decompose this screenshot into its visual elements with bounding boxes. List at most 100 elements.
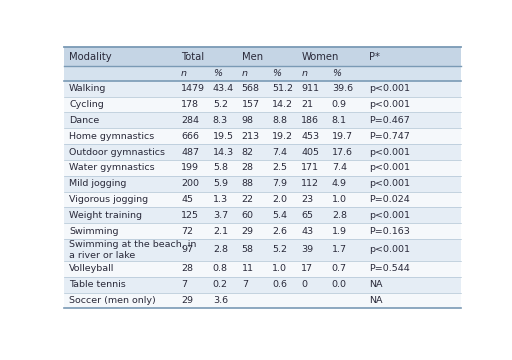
- Text: Vigorous jogging: Vigorous jogging: [69, 195, 148, 204]
- Text: %: %: [332, 69, 341, 78]
- Text: p<0.001: p<0.001: [369, 163, 410, 172]
- Text: 23: 23: [301, 195, 313, 204]
- Text: 82: 82: [242, 148, 254, 157]
- Text: 60: 60: [242, 211, 254, 220]
- Bar: [64, 176, 461, 192]
- Text: 88: 88: [242, 179, 254, 188]
- Text: 5.2: 5.2: [272, 246, 287, 255]
- Text: 7.9: 7.9: [272, 179, 287, 188]
- Text: 39: 39: [301, 246, 313, 255]
- Bar: [64, 112, 461, 128]
- Bar: [64, 160, 461, 176]
- Text: 7.4: 7.4: [272, 148, 287, 157]
- Text: 19.2: 19.2: [272, 132, 293, 141]
- Text: %: %: [272, 69, 281, 78]
- Text: 19.7: 19.7: [332, 132, 353, 141]
- Text: 4.9: 4.9: [332, 179, 347, 188]
- Text: 28: 28: [181, 265, 193, 274]
- Text: 1.9: 1.9: [332, 226, 347, 235]
- Text: 1.3: 1.3: [213, 195, 228, 204]
- Text: Swimming: Swimming: [69, 226, 119, 235]
- Text: Women: Women: [301, 52, 338, 62]
- Text: NA: NA: [369, 280, 382, 289]
- Text: n: n: [181, 69, 187, 78]
- Text: 0.6: 0.6: [272, 280, 287, 289]
- Bar: [64, 48, 461, 66]
- Text: 284: 284: [181, 116, 199, 125]
- Text: 213: 213: [242, 132, 260, 141]
- Bar: [64, 192, 461, 207]
- Text: 171: 171: [301, 163, 319, 172]
- Text: 0.8: 0.8: [213, 265, 228, 274]
- Text: 14.3: 14.3: [213, 148, 234, 157]
- Text: Walking: Walking: [69, 84, 106, 93]
- Text: p<0.001: p<0.001: [369, 100, 410, 109]
- Text: 2.8: 2.8: [332, 211, 347, 220]
- Text: 5.2: 5.2: [213, 100, 228, 109]
- Text: 125: 125: [181, 211, 199, 220]
- Text: 22: 22: [242, 195, 254, 204]
- Bar: [64, 97, 461, 112]
- Text: 453: 453: [301, 132, 319, 141]
- Text: 43.4: 43.4: [213, 84, 234, 93]
- Text: 0.2: 0.2: [213, 280, 228, 289]
- Text: 0.7: 0.7: [332, 265, 347, 274]
- Text: 157: 157: [242, 100, 260, 109]
- Text: 58: 58: [242, 246, 254, 255]
- Bar: [64, 223, 461, 239]
- Text: 405: 405: [301, 148, 319, 157]
- Text: p<0.001: p<0.001: [369, 211, 410, 220]
- Text: P=0.163: P=0.163: [369, 226, 410, 235]
- Text: 0.0: 0.0: [332, 280, 347, 289]
- Bar: [64, 144, 461, 160]
- Text: 7: 7: [242, 280, 248, 289]
- Bar: [64, 128, 461, 144]
- Text: Mild jogging: Mild jogging: [69, 179, 126, 188]
- Text: Table tennis: Table tennis: [69, 280, 126, 289]
- Text: 911: 911: [301, 84, 319, 93]
- Text: 21: 21: [301, 100, 313, 109]
- Text: 8.3: 8.3: [213, 116, 228, 125]
- Text: 2.1: 2.1: [213, 226, 228, 235]
- Text: 3.7: 3.7: [213, 211, 228, 220]
- Bar: [64, 81, 461, 97]
- Text: NA: NA: [369, 296, 382, 305]
- Text: 72: 72: [181, 226, 193, 235]
- Text: Cycling: Cycling: [69, 100, 104, 109]
- Text: 11: 11: [242, 265, 254, 274]
- Text: 199: 199: [181, 163, 199, 172]
- Text: 7.4: 7.4: [332, 163, 347, 172]
- Text: 1.0: 1.0: [272, 265, 287, 274]
- Bar: [64, 261, 461, 277]
- Text: p<0.001: p<0.001: [369, 246, 410, 255]
- Text: 45: 45: [181, 195, 193, 204]
- Bar: [64, 66, 461, 81]
- Bar: [64, 277, 461, 293]
- Text: P=0.747: P=0.747: [369, 132, 410, 141]
- Text: Modality: Modality: [69, 52, 112, 62]
- Text: 65: 65: [301, 211, 313, 220]
- Text: 2.8: 2.8: [213, 246, 228, 255]
- Text: 8.8: 8.8: [272, 116, 287, 125]
- Text: Men: Men: [242, 52, 263, 62]
- Bar: [64, 207, 461, 223]
- Text: 43: 43: [301, 226, 313, 235]
- Text: n: n: [301, 69, 307, 78]
- Text: 17.6: 17.6: [332, 148, 353, 157]
- Text: 5.4: 5.4: [272, 211, 287, 220]
- Text: 200: 200: [181, 179, 199, 188]
- Text: P=0.544: P=0.544: [369, 265, 410, 274]
- Text: 98: 98: [242, 116, 254, 125]
- Text: 14.2: 14.2: [272, 100, 293, 109]
- Text: 8.1: 8.1: [332, 116, 347, 125]
- Text: %: %: [213, 69, 222, 78]
- Text: 19.5: 19.5: [213, 132, 234, 141]
- Text: 29: 29: [181, 296, 193, 305]
- Text: 51.2: 51.2: [272, 84, 293, 93]
- Text: p<0.001: p<0.001: [369, 84, 410, 93]
- Text: Outdoor gymnastics: Outdoor gymnastics: [69, 148, 165, 157]
- Text: 5.9: 5.9: [213, 179, 228, 188]
- Text: P*: P*: [369, 52, 380, 62]
- Text: Volleyball: Volleyball: [69, 265, 115, 274]
- Text: 1.0: 1.0: [332, 195, 347, 204]
